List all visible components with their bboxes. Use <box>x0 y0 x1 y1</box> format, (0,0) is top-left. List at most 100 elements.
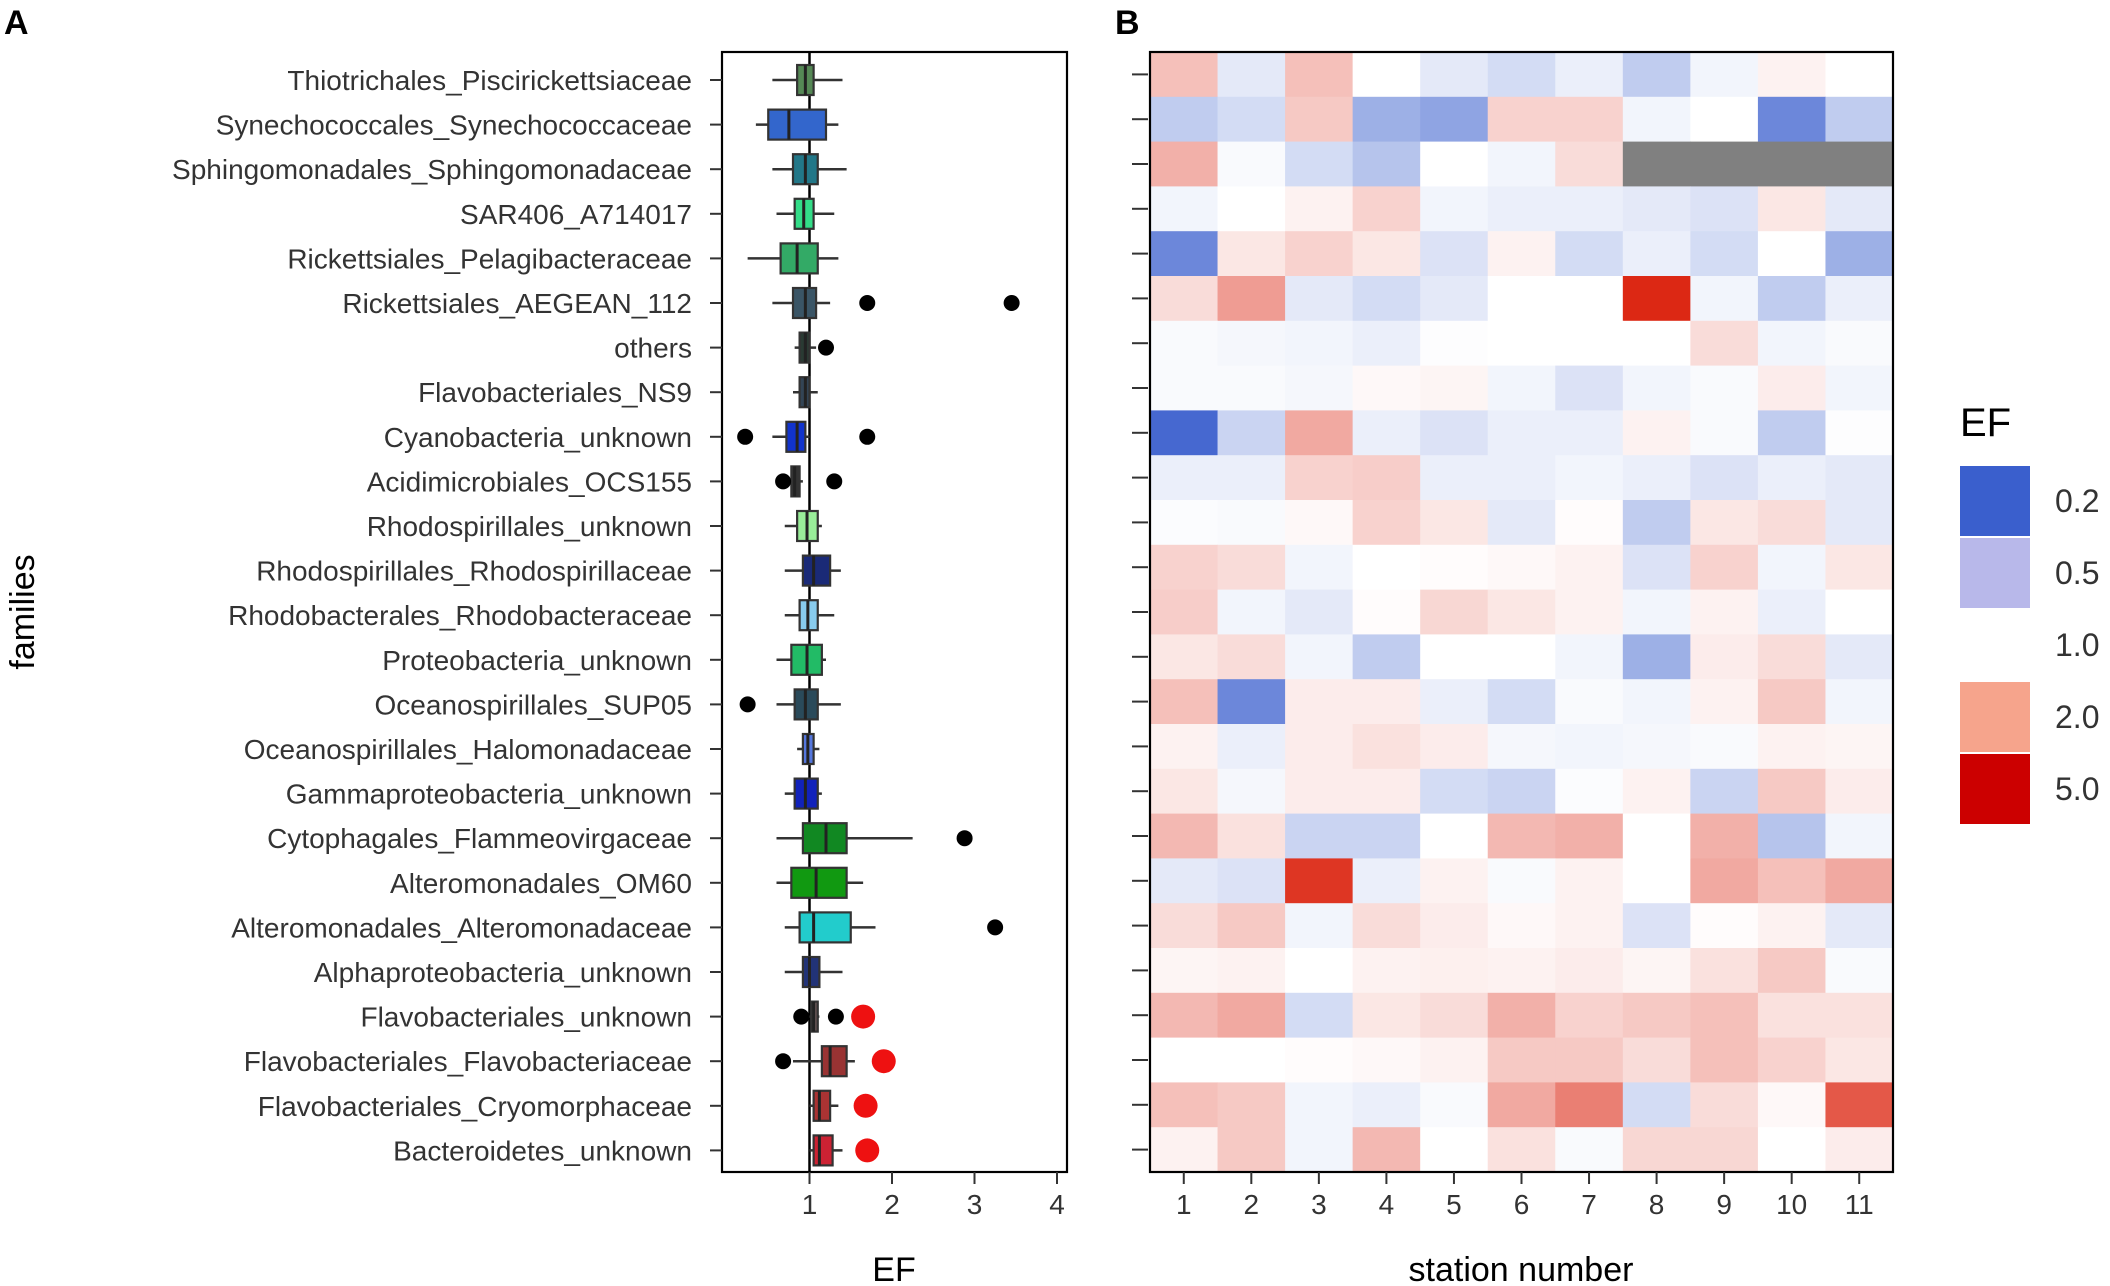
heatmap-cell <box>1217 1082 1286 1128</box>
heatmap-cell <box>1690 186 1759 232</box>
heatmap-cell <box>1150 768 1219 815</box>
heatmap-cell <box>1757 589 1826 635</box>
heatmap-cell <box>1555 724 1624 770</box>
heatmap-cell <box>1487 544 1556 591</box>
heatmap-cell <box>1487 589 1556 635</box>
outlier-point <box>775 1053 792 1070</box>
heatmap-cell <box>1487 186 1556 232</box>
heatmap-cell <box>1150 634 1219 680</box>
heatmap-cell <box>1622 679 1691 725</box>
heatmap-cell <box>1285 1082 1354 1128</box>
family-label: Rickettsiales_Pelagibacteraceae <box>287 243 692 274</box>
heatmap-cell <box>1285 455 1354 501</box>
heatmap-cell <box>1487 500 1556 546</box>
heatmap-cell <box>1690 948 1759 994</box>
heatmap-cell <box>1352 1037 1421 1083</box>
heatmap-cell <box>1217 186 1286 232</box>
heatmap-cell <box>1217 903 1286 949</box>
heatmap-cell <box>1622 858 1691 904</box>
heatmap-cell <box>1150 141 1219 187</box>
family-label: Cyanobacteria_unknown <box>384 422 692 453</box>
heatmap-cell <box>1285 1037 1354 1083</box>
heatmap-cell <box>1285 186 1354 232</box>
box <box>790 866 848 899</box>
heatmap-cell <box>1555 1082 1624 1128</box>
heatmap-cell <box>1555 992 1624 1039</box>
heatmap-cell <box>1420 768 1489 815</box>
heatmap-cell <box>1757 1082 1826 1128</box>
station-label: 8 <box>1649 1189 1665 1220</box>
heatmap-cell <box>1757 1127 1826 1173</box>
heatmap-cell <box>1420 679 1489 725</box>
heatmap-cell <box>1622 186 1691 232</box>
heatmap-cell <box>1622 813 1691 859</box>
heatmap-cell <box>1217 858 1286 904</box>
heatmap-cell <box>1420 1127 1489 1173</box>
heatmap-cell <box>1420 858 1489 904</box>
station-label: 6 <box>1514 1189 1530 1220</box>
heatmap-cell <box>1825 365 1894 411</box>
heatmap-cell <box>1690 276 1759 322</box>
heatmap-cell <box>1622 634 1691 680</box>
heatmap-cell <box>1487 365 1556 411</box>
heatmap-cell <box>1150 903 1219 949</box>
heatmap-cell <box>1825 1127 1894 1173</box>
heatmap-cell <box>1690 365 1759 411</box>
panel-a-frame <box>720 50 1069 1174</box>
heatmap-cell <box>1352 724 1421 770</box>
heatmap-cell <box>1420 948 1489 994</box>
heatmap-cell <box>1420 52 1489 98</box>
heatmap-cell <box>1757 320 1826 367</box>
heatmap-cell <box>1487 52 1556 98</box>
heatmap-cell <box>1150 544 1219 591</box>
heatmap-cell <box>1420 544 1489 591</box>
heatmap-cell <box>1825 948 1894 994</box>
x-axis-title: EF <box>872 1251 915 1286</box>
heatmap-cell <box>1285 858 1354 904</box>
heatmap-cell <box>1352 544 1421 591</box>
heatmap-cell <box>1825 903 1894 949</box>
box <box>820 1045 848 1078</box>
heatmap-cell <box>1757 858 1826 904</box>
legend-title: EF <box>1960 401 2011 445</box>
heatmap-cell <box>1622 231 1691 277</box>
heatmap-cell <box>1352 858 1421 904</box>
heatmap-cell <box>1352 365 1421 411</box>
heatmap-cell <box>1150 992 1219 1039</box>
box <box>779 242 819 275</box>
heatmap-cell <box>1555 768 1624 815</box>
heatmap-cell <box>1825 679 1894 725</box>
family-label: Rhodospirillales_Rhodospirillaceae <box>256 556 692 587</box>
heatmap-cell <box>1285 589 1354 635</box>
heatmap-cell <box>1420 96 1489 143</box>
family-label: Alteromonadales_OM60 <box>390 868 692 899</box>
heatmap-cell <box>1690 1037 1759 1083</box>
panel-b-heatmap: 1 2 3 4 5 6 7 8 9 10 11 station number <box>1132 50 1895 1286</box>
heatmap-cell <box>1622 410 1691 456</box>
highlight-point <box>871 1049 896 1074</box>
heatmap-cell <box>1622 96 1691 143</box>
heatmap-cell <box>1757 544 1826 591</box>
box <box>798 911 852 944</box>
heatmap-cell <box>1285 500 1354 546</box>
heatmap-cell <box>1825 992 1894 1039</box>
heatmap-cell <box>1555 186 1624 232</box>
heatmap-cell <box>1352 679 1421 725</box>
station-label: 5 <box>1446 1189 1462 1220</box>
station-label: 9 <box>1716 1189 1732 1220</box>
heatmap-cell <box>1555 948 1624 994</box>
heatmap-legend: EF 0.2 0.5 1.0 2.0 5.0 <box>1960 401 2099 824</box>
heatmap-cell <box>1487 679 1556 725</box>
heatmap-cell <box>1825 96 1894 143</box>
x-tick-label: 2 <box>884 1189 900 1220</box>
heatmap-cell <box>1825 410 1894 456</box>
highlight-point <box>851 1004 876 1029</box>
heatmap-cell <box>1285 992 1354 1039</box>
heatmap-cell <box>1622 276 1691 322</box>
legend-label: 0.5 <box>2055 555 2099 591</box>
heatmap-cell <box>1555 634 1624 680</box>
heatmap-cell <box>1352 52 1421 98</box>
heatmap-cell <box>1622 1127 1691 1173</box>
heatmap-cell <box>1555 410 1624 456</box>
heatmap-cell <box>1285 141 1354 187</box>
